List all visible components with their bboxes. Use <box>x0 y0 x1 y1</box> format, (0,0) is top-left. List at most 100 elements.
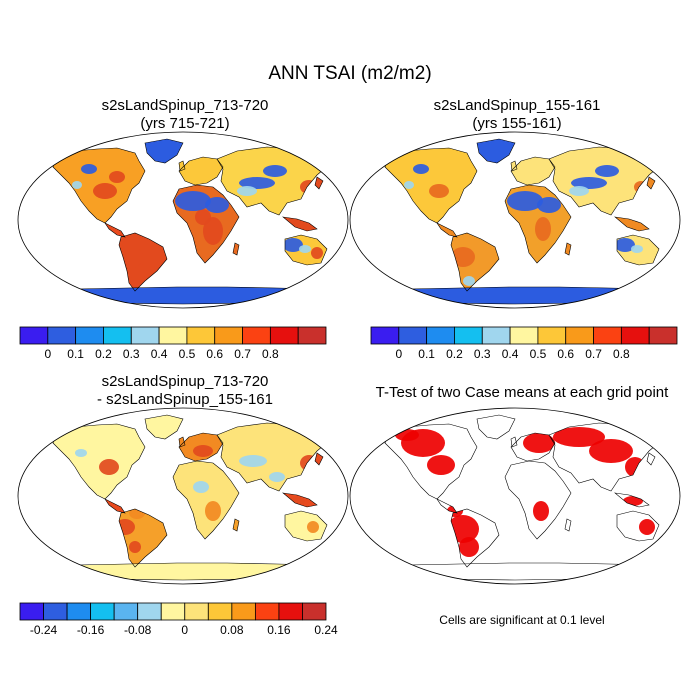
field-patch <box>299 245 311 253</box>
land-nz <box>329 537 339 549</box>
field-patch <box>451 247 475 267</box>
field-patch <box>507 191 543 211</box>
map-panel-3 <box>17 407 349 585</box>
main-title: ANN TSAI (m2/m2) <box>268 63 432 84</box>
colorbar-tick-label: 0.8 <box>613 347 630 361</box>
land-ca <box>437 223 457 237</box>
colorbar-cell <box>593 326 622 345</box>
colorbar-tick-label: 0.4 <box>151 347 168 361</box>
field-patch <box>109 171 125 183</box>
field-patch <box>535 217 551 241</box>
colorbar-tick-label: -0.08 <box>124 623 152 637</box>
map-border <box>17 407 349 585</box>
field-patch <box>595 165 619 177</box>
field-patch <box>569 186 589 196</box>
colorbar-tick-label: 0.1 <box>418 347 435 361</box>
colorbar-cell <box>242 326 271 345</box>
coast-sa <box>450 232 500 292</box>
field-patch <box>128 263 146 279</box>
colorbar-cell <box>130 326 160 345</box>
coast-madagascar <box>232 518 240 532</box>
panel-4-title: T-Test of two Case means at each grid po… <box>375 384 669 401</box>
colorbar-tick-label: 0.7 <box>585 347 602 361</box>
coast-australia <box>284 510 328 542</box>
field-patch <box>239 177 275 189</box>
land-nz <box>661 537 671 549</box>
field-patch <box>537 197 561 213</box>
colorbar-cell <box>620 326 650 345</box>
coast-europe <box>510 156 556 186</box>
coast-japan <box>646 176 656 190</box>
colorbar-tick-label: 0.5 <box>530 347 547 361</box>
coast-greenland <box>476 414 516 440</box>
field-patch <box>237 186 257 196</box>
coast-madagascar <box>564 242 572 256</box>
colorbar-cell <box>254 602 280 621</box>
field-patch <box>99 459 119 475</box>
colorbar-cell <box>231 602 256 621</box>
coast-africa <box>504 460 572 540</box>
coast-ca <box>436 222 458 238</box>
colorbar-tick-label: 0 <box>181 623 188 637</box>
colorbar-cell <box>269 326 299 345</box>
map-border <box>17 131 349 309</box>
coast-japan <box>314 176 324 190</box>
field-patch <box>395 429 419 441</box>
panel-2-title: s2sLandSpinup_155-161 (yrs 155-161) <box>352 97 682 133</box>
colorbar-tick-label: 0.7 <box>234 347 251 361</box>
coast-nz <box>328 536 340 550</box>
panel-3-title: s2sLandSpinup_713-720 - s2sLandSpinup_15… <box>20 373 350 409</box>
coast-europe <box>510 432 556 462</box>
land-antarctica <box>39 563 343 580</box>
colorbar-tick-label: 0.3 <box>123 347 140 361</box>
colorbar-cell <box>19 602 44 621</box>
colorbar-tick-label: 0 <box>44 347 51 361</box>
map-panel-1 <box>17 131 349 309</box>
colorbar-tick-label: 0.24 <box>314 623 338 637</box>
field-patch <box>263 165 287 177</box>
land-asia <box>217 423 329 491</box>
colorbar-tick-label: 0.6 <box>206 347 223 361</box>
map-panel-2 <box>349 131 681 309</box>
colorbar-tick-label: 0.8 <box>262 347 279 361</box>
coast-nz <box>660 536 672 550</box>
colorbar-cell <box>278 602 303 621</box>
colorbar-cell <box>426 326 455 345</box>
coast-nz <box>328 260 340 274</box>
coast-japan <box>314 452 324 466</box>
field-patch <box>459 537 479 557</box>
field-patch <box>413 164 429 174</box>
panel-1-title-line1: s2sLandSpinup_713-720 <box>101 97 269 114</box>
land-antarctica <box>371 563 675 580</box>
panel-1-title-line2: (yrs 715-721) <box>140 115 230 132</box>
coast-greenland <box>144 138 184 164</box>
coast-uk <box>510 436 518 448</box>
map-border <box>349 131 681 309</box>
coast-madagascar <box>564 518 572 532</box>
colorbar-cell <box>47 326 77 345</box>
field-patch <box>195 209 211 225</box>
colorbar-cell <box>103 326 132 345</box>
field-patch <box>269 472 285 482</box>
field-patch <box>533 501 549 521</box>
field-patch <box>571 177 607 189</box>
field-patch <box>72 181 82 189</box>
coast-europe <box>178 156 224 186</box>
land-nz <box>661 261 671 273</box>
colorbar-panel-3: -0.24 -0.16 -0.08 0 0.08 0.16 0.24 <box>19 602 338 637</box>
land-antarctica <box>371 287 675 304</box>
colorbar-cell <box>43 602 68 621</box>
colorbar-tick-label: 0.16 <box>267 623 291 637</box>
field-patch <box>615 238 635 252</box>
coast-seasia <box>613 492 650 508</box>
field-patch <box>81 164 97 174</box>
panel-1-title: s2sLandSpinup_713-720 (yrs 715-721) <box>20 97 350 133</box>
field-patch <box>404 181 414 189</box>
coast-na <box>384 423 478 500</box>
colorbar-cell <box>537 326 567 345</box>
land-europe <box>179 157 223 185</box>
colorbar-cell <box>90 602 115 621</box>
coast-madagascar <box>232 242 240 256</box>
coast-greenland <box>476 138 516 164</box>
colorbar-tick-label: 0.2 <box>95 347 112 361</box>
